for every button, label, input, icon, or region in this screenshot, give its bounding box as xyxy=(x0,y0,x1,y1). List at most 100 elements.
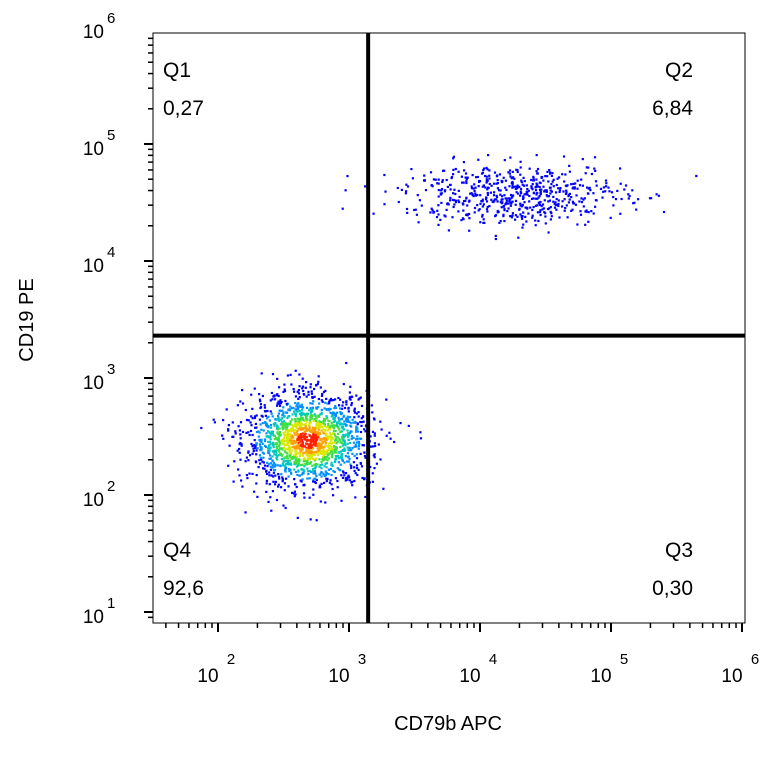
data-point xyxy=(275,445,278,448)
data-point xyxy=(345,419,348,422)
y-tick-label: 10 xyxy=(83,256,104,277)
data-point xyxy=(297,441,300,444)
data-point xyxy=(335,425,338,428)
data-point xyxy=(315,424,318,427)
data-point xyxy=(318,432,321,435)
data-point xyxy=(311,452,314,455)
data-point xyxy=(356,438,359,441)
data-point xyxy=(300,403,303,406)
data-point xyxy=(547,231,550,234)
data-point xyxy=(502,204,505,208)
data-point xyxy=(334,451,337,454)
data-point xyxy=(347,406,350,409)
data-point xyxy=(255,426,258,429)
data-point xyxy=(453,188,456,191)
data-point xyxy=(345,361,348,365)
data-point xyxy=(506,210,509,213)
data-point xyxy=(261,422,264,425)
data-point xyxy=(474,186,477,189)
data-point xyxy=(552,185,555,188)
data-point xyxy=(296,390,299,393)
data-point xyxy=(290,383,293,386)
data-point xyxy=(307,470,310,473)
data-point xyxy=(445,178,448,182)
data-point xyxy=(276,433,280,436)
data-point xyxy=(329,451,333,454)
data-point xyxy=(316,463,319,466)
data-point xyxy=(266,465,269,468)
data-point xyxy=(347,455,350,458)
data-point xyxy=(521,183,524,186)
data-point xyxy=(339,413,342,416)
data-point xyxy=(269,462,273,465)
data-point xyxy=(310,430,313,434)
data-point xyxy=(453,199,456,202)
data-point xyxy=(276,438,279,441)
data-point xyxy=(454,167,457,171)
data-point xyxy=(267,426,270,429)
data-point xyxy=(331,463,334,467)
data-point xyxy=(324,428,327,431)
data-point xyxy=(531,183,534,186)
data-point xyxy=(349,416,352,419)
data-point xyxy=(465,180,468,183)
data-point xyxy=(509,215,512,218)
data-point xyxy=(290,435,293,438)
data-point xyxy=(255,414,258,417)
data-point xyxy=(291,449,294,452)
data-point xyxy=(504,179,507,182)
data-point xyxy=(535,170,538,173)
data-point xyxy=(332,427,335,430)
data-point xyxy=(265,470,268,473)
data-point xyxy=(324,437,327,440)
data-point xyxy=(548,199,551,202)
data-point xyxy=(359,461,362,465)
data-point xyxy=(545,189,548,192)
data-point xyxy=(493,191,496,194)
data-point xyxy=(520,180,523,184)
data-point xyxy=(272,471,275,474)
data-point xyxy=(558,189,562,192)
data-point xyxy=(341,438,344,441)
quadrant-percentage: 0,30 xyxy=(652,577,693,600)
data-point xyxy=(290,436,293,439)
data-point xyxy=(270,474,273,477)
data-point xyxy=(326,455,329,458)
data-point xyxy=(318,447,321,450)
quadrant-name: Q3 xyxy=(665,539,693,562)
data-point xyxy=(251,407,254,410)
data-point xyxy=(323,423,326,426)
data-point xyxy=(342,425,345,428)
data-point xyxy=(286,463,289,466)
data-point xyxy=(323,418,326,421)
data-point xyxy=(309,444,312,447)
data-point xyxy=(520,215,523,218)
quadrant-name: Q2 xyxy=(665,59,693,82)
data-point xyxy=(293,463,296,466)
data-point xyxy=(446,203,449,206)
data-point xyxy=(292,457,295,460)
data-point xyxy=(337,432,340,435)
data-point xyxy=(241,402,245,405)
data-point xyxy=(323,474,326,477)
data-point xyxy=(306,454,309,457)
data-point xyxy=(240,479,243,482)
data-point xyxy=(286,452,289,455)
data-point xyxy=(284,462,288,465)
data-point xyxy=(405,183,408,186)
data-point xyxy=(259,400,262,403)
data-point xyxy=(356,441,359,444)
data-point xyxy=(481,171,485,174)
data-point xyxy=(538,201,541,204)
y-axis-label: CD19 PE xyxy=(16,278,38,361)
data-point xyxy=(302,460,305,463)
data-point xyxy=(332,411,335,414)
data-point xyxy=(340,418,343,421)
data-point xyxy=(519,194,522,197)
data-point xyxy=(293,425,297,428)
data-point xyxy=(239,437,242,440)
data-point xyxy=(385,398,388,401)
data-point xyxy=(221,434,224,437)
data-point xyxy=(312,458,315,461)
data-point xyxy=(592,212,595,215)
